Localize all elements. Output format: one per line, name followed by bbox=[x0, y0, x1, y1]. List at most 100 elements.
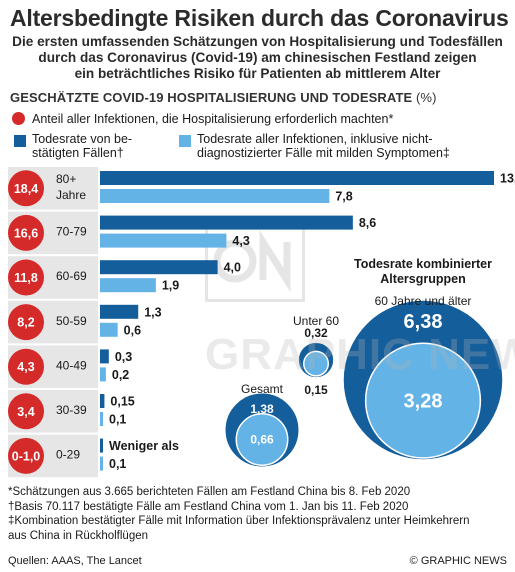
bar-confirmed-label: 1,3 bbox=[144, 305, 161, 319]
bar-confirmed-label: 0,15 bbox=[110, 395, 134, 409]
age-row: 18,4 80+Jahre 13,4 7,8 bbox=[8, 167, 515, 210]
legend-confirmed-line: Todesrate von be- bbox=[32, 132, 133, 146]
combined-group: 6,38 3,28 60 Jahre und älter bbox=[342, 294, 504, 461]
age-rows: 18,4 80+Jahre 13,4 7,8 16,6 70-79 8,6 4,3 11,8 60… bbox=[8, 167, 515, 478]
legend-all: Todesrate aller Infektionen, inklusive n… bbox=[197, 132, 450, 160]
age-row: 4,3 40-49 0,3 0,2 bbox=[8, 345, 132, 388]
bar-all bbox=[100, 278, 156, 293]
hosp-circle bbox=[8, 214, 44, 251]
combined-all-value: 0,66 bbox=[250, 432, 274, 446]
bar-all-label: 0,1 bbox=[109, 413, 126, 427]
age-label: 70-79 bbox=[56, 225, 87, 239]
hosp-value: 8,2 bbox=[17, 316, 34, 330]
hosp-circle bbox=[8, 304, 44, 341]
combined-title: Todesrate kombinierter bbox=[354, 257, 492, 271]
bar-confirmed-label: 4,0 bbox=[224, 261, 241, 275]
legend-confirmed-line: stätigten Fällen† bbox=[32, 146, 124, 160]
bar-confirmed bbox=[100, 438, 103, 453]
subtitle-line: ein beträchtliches Risiko für Patienten … bbox=[74, 66, 441, 81]
combined-all-circle bbox=[235, 412, 289, 466]
section-heading-text: GESCHÄTZTE COVID-19 HOSPITALISIERUNG UND… bbox=[10, 90, 413, 105]
hosp-circle bbox=[8, 393, 44, 430]
combined-circles: Todesrate kombinierter Altersgruppen 6,3… bbox=[224, 257, 504, 468]
bar-all bbox=[100, 322, 118, 337]
section-heading-unit: (%) bbox=[415, 90, 437, 105]
page-title: Altersbedingte Risiken durch das Coronav… bbox=[10, 5, 509, 31]
age-label: 60-69 bbox=[56, 269, 87, 283]
hosp-circle bbox=[8, 348, 44, 385]
combined-title: Altersgruppen bbox=[380, 272, 465, 286]
hosp-value: 0-1,0 bbox=[12, 449, 41, 463]
hosp-circle bbox=[8, 259, 44, 296]
age-label: 40-49 bbox=[56, 358, 87, 372]
bar-confirmed-label: 13,4 bbox=[500, 172, 515, 186]
combined-group: 0,32 0,15 Unter 60 bbox=[293, 314, 339, 397]
hosp-value: 3,4 bbox=[17, 405, 34, 419]
bar-all bbox=[100, 189, 330, 203]
combined-confirmed-value: 6,38 bbox=[404, 311, 443, 333]
bar-all-label: 7,8 bbox=[335, 190, 352, 204]
footnotes: *Schätzungen aus 3.665 berichteten Fälle… bbox=[8, 485, 508, 543]
bar-all-label: 1,9 bbox=[162, 279, 179, 293]
risk-chart: 18,4 80+Jahre 13,4 7,8 16,6 70-79 8,6 4,3 11,8 60… bbox=[8, 167, 515, 478]
bar-all bbox=[100, 233, 227, 248]
combined-group-label: Gesamt bbox=[241, 382, 284, 396]
bar-all bbox=[100, 367, 106, 382]
bar-all-label: 0,1 bbox=[109, 457, 126, 471]
subtitle: Die ersten umfassenden Schätzungen von H… bbox=[0, 34, 515, 82]
hosp-value: 16,6 bbox=[14, 226, 38, 240]
age-row: 8,2 50-59 1,30,6 bbox=[8, 300, 162, 344]
age-row: 11,8 60-69 4,0 1,9 bbox=[8, 256, 241, 299]
age-label: 50-59 bbox=[56, 314, 87, 328]
bar-confirmed bbox=[100, 215, 353, 230]
combined-all-circle bbox=[364, 342, 482, 459]
legend-hosp: Anteil aller Infektionen, die Hospitalis… bbox=[32, 112, 394, 126]
bar-confirmed bbox=[100, 304, 139, 319]
bar-confirmed bbox=[100, 260, 218, 275]
hosp-value: 18,4 bbox=[14, 182, 38, 196]
hosp-circle bbox=[8, 170, 44, 207]
hosp-value: 11,8 bbox=[14, 271, 38, 285]
age-row: 16,6 70-79 8,6 4,3 bbox=[8, 211, 376, 255]
subtitle-line: Die ersten umfassenden Schätzungen von H… bbox=[12, 34, 503, 49]
bar-confirmed bbox=[100, 171, 494, 185]
combined-confirmed-value: 1,38 bbox=[250, 402, 274, 416]
combined-group-label: Unter 60 bbox=[293, 314, 339, 328]
bar-all bbox=[100, 456, 103, 471]
combined-group: 1,38 0,66 Gesamt bbox=[224, 382, 300, 468]
legend-confirmed: Todesrate von be- stätigten Fällen† bbox=[32, 132, 132, 160]
combined-all-circle bbox=[302, 350, 330, 377]
bar-confirmed-label: 0,3 bbox=[115, 350, 132, 364]
age-row: 0-1,0 0-29 Weniger als 0,1 bbox=[8, 434, 179, 478]
credit: © GRAPHIC NEWS bbox=[409, 555, 507, 567]
combined-all-value: 3,28 bbox=[404, 390, 443, 412]
bar-confirmed bbox=[100, 394, 105, 408]
source: Quellen: AAAS, The Lancet bbox=[8, 555, 142, 567]
footnote: aus China in Rückholflügen bbox=[8, 529, 149, 542]
age-label: 30-39 bbox=[56, 403, 87, 417]
legend-all-line: diagnostizierter Fälle mit milden Sympto… bbox=[197, 146, 450, 160]
bar-all bbox=[100, 412, 103, 426]
confirmed-legend-square-icon bbox=[14, 135, 26, 147]
hosp-legend-dot-icon bbox=[12, 112, 25, 125]
bar-confirmed bbox=[100, 349, 109, 364]
age-label: 80+ Jahre bbox=[56, 172, 86, 202]
combined-all-value: 0,15 bbox=[304, 383, 328, 397]
age-label: 0-29 bbox=[56, 448, 80, 462]
footnote: ‡Kombination bestätigter Fälle mit Infor… bbox=[8, 515, 470, 527]
legend-all-line: Todesrate aller Infektionen, inklusive n… bbox=[197, 132, 433, 146]
combined-group-label: 60 Jahre und älter bbox=[375, 294, 472, 308]
bar-confirmed-label: Weniger als bbox=[109, 439, 179, 453]
all-legend-square-icon bbox=[179, 135, 191, 147]
age-row: 3,4 30-39 0,15 0,1 bbox=[8, 390, 135, 433]
footnote: †Basis 70.117 bestätigte Fälle am Festla… bbox=[8, 500, 409, 513]
bar-all-label: 4,3 bbox=[232, 234, 249, 248]
footnote: *Schätzungen aus 3.665 berichteten Fälle… bbox=[8, 486, 411, 498]
bar-all-label: 0,6 bbox=[124, 323, 141, 337]
bar-all-label: 0,2 bbox=[112, 368, 129, 382]
hosp-value: 4,3 bbox=[17, 360, 34, 374]
subtitle-line: durch das Coronavirus (Covid-19) am chin… bbox=[38, 50, 477, 65]
bar-confirmed-label: 8,6 bbox=[359, 216, 376, 230]
hosp-circle bbox=[8, 437, 44, 474]
section-heading: GESCHÄTZTE COVID-19 HOSPITALISIERUNG UND… bbox=[10, 90, 437, 105]
